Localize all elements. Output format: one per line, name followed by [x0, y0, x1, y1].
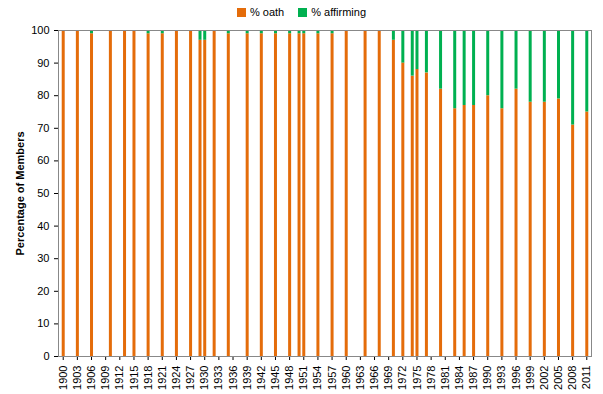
svg-text:1972: 1972: [396, 366, 408, 390]
svg-text:10: 10: [37, 317, 49, 329]
svg-text:0: 0: [43, 350, 49, 362]
svg-text:1951: 1951: [297, 366, 309, 390]
svg-text:20: 20: [37, 285, 49, 297]
svg-text:1912: 1912: [113, 366, 125, 390]
svg-text:1930: 1930: [198, 366, 210, 390]
svg-text:60: 60: [37, 154, 49, 166]
svg-text:1957: 1957: [326, 366, 338, 390]
svg-text:80: 80: [37, 89, 49, 101]
svg-text:30: 30: [37, 252, 49, 264]
svg-text:1978: 1978: [425, 366, 437, 390]
svg-text:1927: 1927: [184, 366, 196, 390]
svg-text:1948: 1948: [283, 366, 295, 390]
svg-text:1963: 1963: [354, 366, 366, 390]
svg-text:1939: 1939: [241, 366, 253, 390]
svg-text:40: 40: [37, 220, 49, 232]
svg-text:1981: 1981: [439, 366, 451, 390]
svg-text:2008: 2008: [566, 366, 578, 390]
svg-text:1903: 1903: [71, 366, 83, 390]
html-text:% oath: % oath: [250, 6, 285, 18]
svg-text:1993: 1993: [495, 366, 507, 390]
svg-text:1984: 1984: [453, 366, 465, 390]
svg-text:50: 50: [37, 187, 49, 199]
svg-text:2011: 2011: [580, 366, 592, 390]
svg-text:70: 70: [37, 122, 49, 134]
html-text:% affirming: % affirming: [311, 6, 366, 18]
svg-text:1999: 1999: [524, 366, 536, 390]
svg-text:1945: 1945: [269, 366, 281, 390]
svg-text:1990: 1990: [481, 366, 493, 390]
svg-text:1909: 1909: [99, 366, 111, 390]
svg-text:1933: 1933: [212, 366, 224, 390]
svg-text:Percentage of Members: Percentage of Members: [14, 131, 26, 255]
svg-text:1906: 1906: [85, 366, 97, 390]
svg-text:1924: 1924: [170, 366, 182, 390]
svg-text:1969: 1969: [382, 366, 394, 390]
svg-text:100: 100: [31, 24, 49, 36]
svg-text:1915: 1915: [127, 366, 139, 390]
svg-text:1954: 1954: [311, 366, 323, 390]
svg-text:1966: 1966: [368, 366, 380, 390]
svg-text:1996: 1996: [510, 366, 522, 390]
svg-text:1921: 1921: [156, 366, 168, 390]
svg-text:90: 90: [37, 57, 49, 69]
svg-text:1936: 1936: [227, 366, 239, 390]
svg-text:2005: 2005: [552, 366, 564, 390]
svg-text:1900: 1900: [57, 366, 69, 390]
svg-text:1942: 1942: [255, 366, 267, 390]
svg-text:1975: 1975: [410, 366, 422, 390]
svg-text:2002: 2002: [538, 366, 550, 390]
svg-text:1987: 1987: [467, 366, 479, 390]
svg-text:1960: 1960: [340, 366, 352, 390]
svg-text:1918: 1918: [142, 366, 154, 390]
